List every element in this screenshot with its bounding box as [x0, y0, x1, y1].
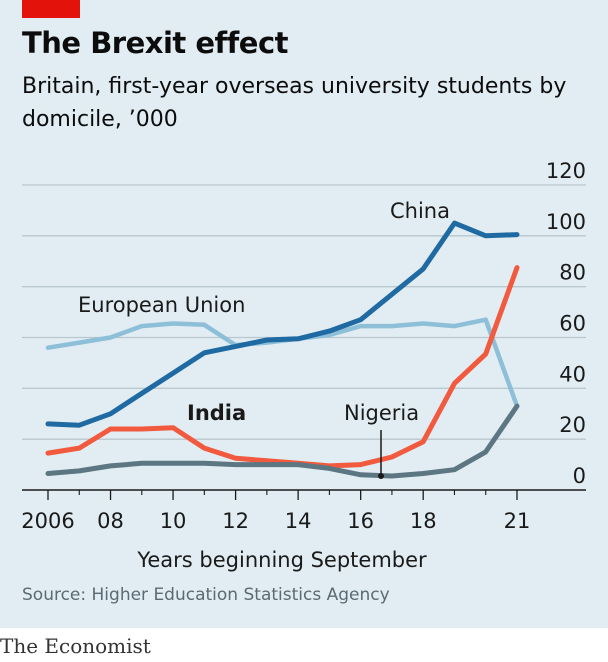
x-tick-label-2012: 12: [222, 509, 249, 533]
x-tick-label-2016: 16: [347, 509, 374, 533]
y-tick-label-0: 0: [573, 464, 586, 488]
y-tick-label-100: 100: [546, 210, 586, 234]
series-label-eu: European Union: [78, 293, 245, 317]
chart-subtitle: Britain, first-year overseas university …: [22, 74, 567, 132]
x-tick-label-2010: 10: [160, 509, 187, 533]
x-tick-label-2008: 08: [97, 509, 124, 533]
y-tick-label-40: 40: [559, 362, 586, 386]
chart-card: [0, 0, 608, 628]
series-label-nigeria: Nigeria: [344, 401, 419, 425]
x-tick-label-2018: 18: [410, 509, 437, 533]
y-tick-label-120: 120: [546, 159, 586, 183]
y-tick-label-20: 20: [559, 413, 586, 437]
series-line-nigeria: [45, 403, 520, 479]
x-tick-label-2006: 2006: [21, 509, 74, 533]
y-tick-label-60: 60: [559, 312, 586, 336]
line-chart: 0 20 40 60 80 100 120 2006 08 10 12 14 16 18 21 Years b…: [21, 159, 586, 572]
nigeria-pointer-dot: [378, 473, 384, 479]
x-axis-title: Years beginning September: [136, 548, 427, 572]
series-line-china: [45, 220, 520, 428]
series-label-india: India: [187, 401, 246, 425]
series-line-india: [45, 265, 520, 469]
chart-title: The Brexit effect: [22, 26, 289, 60]
x-tick-label-2021: 21: [504, 509, 531, 533]
source-note: Source: Higher Education Statistics Agen…: [22, 585, 390, 605]
x-tick-label-2014: 14: [285, 509, 312, 533]
y-tick-label-80: 80: [559, 261, 586, 285]
brand-wordmark: The Economist: [0, 634, 151, 658]
brand-red-tag: [22, 0, 80, 18]
series-label-china: China: [390, 199, 450, 223]
